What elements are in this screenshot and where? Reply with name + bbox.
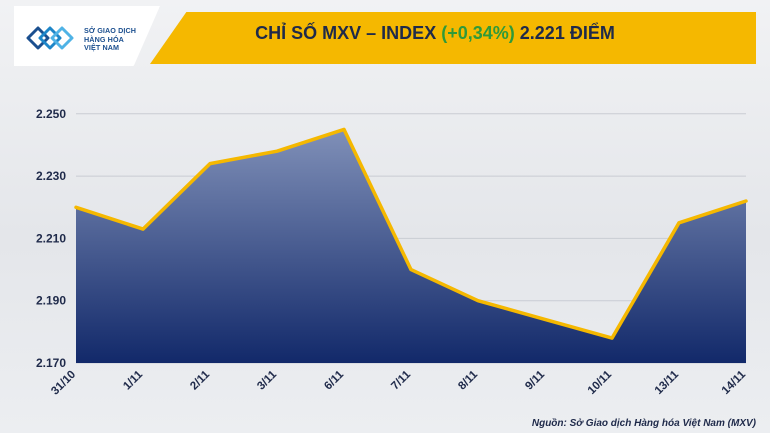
x-tick-label: 8/11	[456, 368, 480, 392]
logo	[14, 6, 160, 66]
x-tick-label: 2/11	[188, 368, 212, 392]
title-prefix: CHỈ SỐ MXV – INDEX	[255, 23, 437, 43]
x-tick-label: 31/10	[49, 369, 78, 398]
x-tick-label: 1/11	[121, 368, 145, 392]
title-change: (+0,34%)	[441, 23, 515, 43]
x-tick-label: 7/11	[389, 368, 413, 392]
x-tick-label: 9/11	[523, 368, 547, 392]
chart-title: CHỈ SỐ MXV – INDEX (+0,34%) 2.221 ĐIỂM	[200, 23, 670, 44]
logo-line-1: SỞ GIAO DỊCH	[84, 26, 137, 35]
y-tick-label: 2.230	[36, 169, 66, 183]
x-tick-label: 13/11	[653, 368, 682, 397]
title-value: 2.221 ĐIỂM	[519, 23, 615, 43]
y-tick-label: 2.190	[36, 294, 66, 308]
mxv-logo-icon	[26, 26, 74, 50]
logo-line-3: VIỆT NAM	[84, 43, 120, 53]
logo-text: SỞ GIAO DỊCH HÀNG HÓA VIỆT NAM	[84, 26, 137, 53]
x-tick-label: 10/11	[586, 368, 615, 397]
series-area	[76, 129, 746, 363]
y-tick-label: 2.210	[36, 231, 66, 245]
y-tick-label: 2.170	[36, 356, 66, 370]
x-tick-label: 3/11	[255, 368, 279, 392]
series-line	[74, 127, 748, 340]
logo-line-2: HÀNG HÓA	[84, 34, 124, 44]
x-tick-label: 14/11	[720, 368, 749, 397]
title-banner	[150, 12, 756, 64]
source-note: Nguồn: Sở Giao dịch Hàng hóa Việt Nam (M…	[531, 418, 756, 429]
y-tick-label: 2.250	[36, 107, 66, 121]
x-tick-label: 6/11	[322, 368, 346, 392]
